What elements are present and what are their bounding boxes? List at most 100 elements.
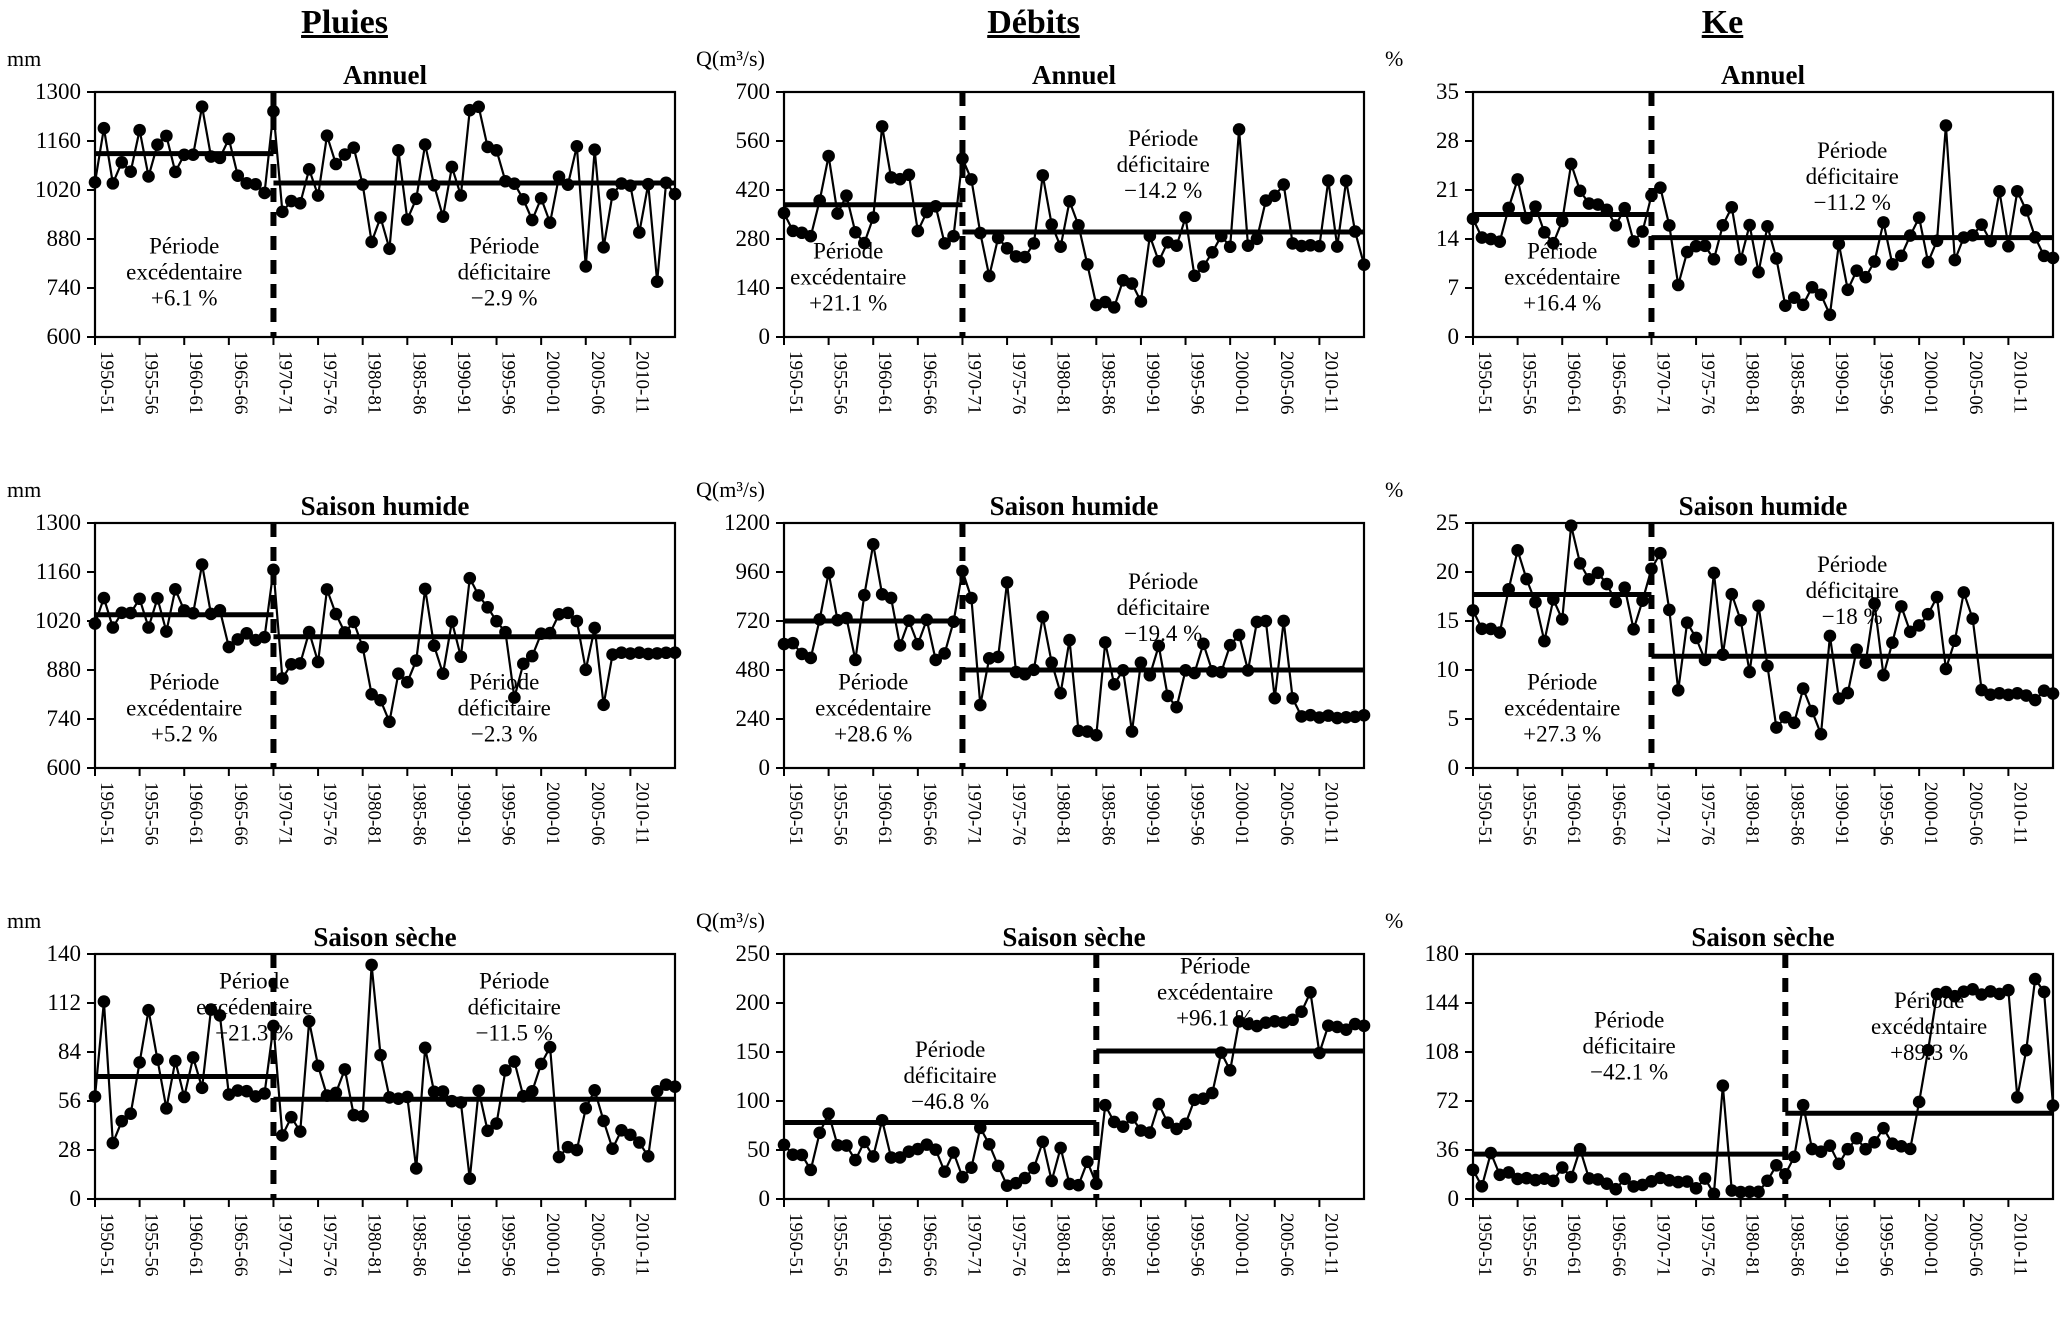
svg-text:1980-81: 1980-81	[1742, 782, 1763, 845]
svg-text:2000-01: 2000-01	[542, 351, 563, 414]
svg-text:140: 140	[736, 275, 771, 300]
svg-text:700: 700	[736, 79, 771, 104]
svg-text:35: 35	[1436, 79, 1459, 104]
svg-text:−11.2 %: −11.2 %	[1814, 190, 1891, 215]
svg-text:déficitaire: déficitaire	[1117, 595, 1210, 620]
svg-text:1955-56: 1955-56	[141, 1213, 162, 1276]
svg-text:240: 240	[736, 706, 771, 731]
svg-text:1980-81: 1980-81	[1742, 1213, 1763, 1276]
svg-text:180: 180	[1425, 941, 1460, 966]
svg-text:excédentaire: excédentaire	[1871, 1014, 1987, 1039]
svg-text:+5.2 %: +5.2 %	[151, 722, 218, 747]
svg-text:1970-71: 1970-71	[1652, 351, 1673, 414]
svg-text:21: 21	[1436, 177, 1459, 202]
svg-text:1985-86: 1985-86	[1097, 1213, 1118, 1276]
svg-text:1995-96: 1995-96	[498, 351, 519, 414]
svg-text:2005-06: 2005-06	[1965, 782, 1986, 845]
svg-text:déficitaire: déficitaire	[1583, 1034, 1676, 1059]
svg-text:+96.1 %: +96.1 %	[1176, 1006, 1254, 1031]
svg-text:1960-61: 1960-61	[1563, 351, 1584, 414]
svg-text:1980-81: 1980-81	[1053, 1213, 1074, 1276]
svg-text:1980-81: 1980-81	[364, 1213, 385, 1276]
svg-text:−11.5 %: −11.5 %	[476, 1020, 553, 1045]
svg-text:1300: 1300	[35, 510, 81, 535]
svg-text:1995-96: 1995-96	[498, 1213, 519, 1276]
svg-text:1960-61: 1960-61	[874, 1213, 895, 1276]
svg-text:Q(m³/s): Q(m³/s)	[696, 908, 765, 933]
svg-text:1985-86: 1985-86	[1786, 351, 1807, 414]
svg-text:1980-81: 1980-81	[1053, 351, 1074, 414]
svg-text:1950-51: 1950-51	[785, 1213, 806, 1276]
svg-text:2000-01: 2000-01	[1231, 351, 1252, 414]
svg-text:−14.2 %: −14.2 %	[1124, 178, 1202, 203]
svg-text:Période: Période	[219, 968, 289, 993]
svg-text:Période: Période	[469, 234, 539, 259]
svg-text:1995-96: 1995-96	[1876, 782, 1897, 845]
svg-text:2010-11: 2010-11	[631, 782, 652, 845]
svg-text:740: 740	[47, 275, 82, 300]
svg-text:1995-96: 1995-96	[1876, 1213, 1897, 1276]
svg-text:%: %	[1385, 46, 1403, 71]
svg-text:1975-76: 1975-76	[1008, 782, 1029, 845]
svg-text:0: 0	[1448, 1186, 1460, 1211]
svg-text:Période: Période	[149, 234, 219, 259]
svg-text:1990-91: 1990-91	[1142, 351, 1163, 414]
svg-text:1985-86: 1985-86	[408, 782, 429, 845]
svg-text:1990-91: 1990-91	[1831, 351, 1852, 414]
svg-text:560: 560	[736, 128, 771, 153]
svg-text:Saison sèche: Saison sèche	[313, 922, 456, 952]
svg-text:1995-96: 1995-96	[498, 782, 519, 845]
svg-text:1975-76: 1975-76	[1697, 351, 1718, 414]
svg-text:1950-51: 1950-51	[96, 351, 117, 414]
svg-text:20: 20	[1436, 559, 1459, 584]
svg-text:1990-91: 1990-91	[1142, 1213, 1163, 1276]
svg-text:1970-71: 1970-71	[274, 351, 295, 414]
svg-text:2005-06: 2005-06	[587, 351, 608, 414]
svg-text:1975-76: 1975-76	[1697, 782, 1718, 845]
svg-text:720: 720	[736, 608, 771, 633]
svg-text:0: 0	[70, 1186, 82, 1211]
svg-text:1955-56: 1955-56	[1519, 351, 1540, 414]
svg-text:1950-51: 1950-51	[96, 1213, 117, 1276]
svg-text:200: 200	[736, 990, 771, 1015]
svg-text:Période: Période	[1817, 138, 1887, 163]
svg-text:1965-66: 1965-66	[919, 351, 940, 414]
svg-text:1975-76: 1975-76	[319, 782, 340, 845]
svg-text:déficitaire: déficitaire	[458, 260, 551, 285]
svg-text:2000-01: 2000-01	[1920, 351, 1941, 414]
svg-text:1965-66: 1965-66	[230, 1213, 251, 1276]
svg-text:2005-06: 2005-06	[1276, 351, 1297, 414]
svg-text:1160: 1160	[36, 128, 81, 153]
svg-text:2010-11: 2010-11	[2009, 1213, 2030, 1276]
svg-text:2000-01: 2000-01	[1920, 782, 1941, 845]
svg-text:Période: Période	[479, 968, 549, 993]
svg-text:+16.4 %: +16.4 %	[1523, 291, 1601, 316]
svg-text:1020: 1020	[35, 177, 81, 202]
svg-text:15: 15	[1436, 608, 1459, 633]
svg-text:0: 0	[759, 324, 771, 349]
svg-text:1955-56: 1955-56	[1519, 782, 1540, 845]
svg-text:1975-76: 1975-76	[319, 1213, 340, 1276]
svg-text:Période: Période	[1128, 126, 1198, 151]
svg-text:1950-51: 1950-51	[96, 782, 117, 845]
svg-text:%: %	[1385, 477, 1403, 502]
svg-text:2005-06: 2005-06	[587, 782, 608, 845]
svg-text:14: 14	[1436, 226, 1460, 251]
svg-text:Saison humide: Saison humide	[990, 491, 1159, 521]
svg-text:10: 10	[1436, 657, 1459, 682]
svg-text:2000-01: 2000-01	[1231, 782, 1252, 845]
svg-text:Période: Période	[1180, 954, 1250, 979]
svg-text:déficitaire: déficitaire	[468, 994, 561, 1019]
svg-text:1980-81: 1980-81	[1053, 782, 1074, 845]
svg-text:déficitaire: déficitaire	[1806, 578, 1899, 603]
svg-text:déficitaire: déficitaire	[1117, 152, 1210, 177]
svg-text:2010-11: 2010-11	[1320, 782, 1341, 845]
svg-text:Annuel: Annuel	[343, 60, 428, 90]
svg-text:1970-71: 1970-71	[274, 1213, 295, 1276]
svg-text:1970-71: 1970-71	[963, 351, 984, 414]
svg-text:1990-91: 1990-91	[453, 782, 474, 845]
svg-text:1950-51: 1950-51	[1474, 1213, 1495, 1276]
svg-text:112: 112	[47, 990, 81, 1015]
svg-text:Période: Période	[149, 670, 219, 695]
svg-text:56: 56	[58, 1088, 81, 1113]
